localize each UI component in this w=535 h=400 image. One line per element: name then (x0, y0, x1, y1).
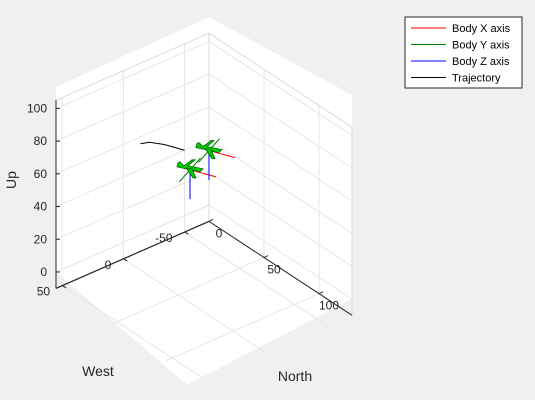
gridline-up-40 (55, 139, 210, 208)
up-tick-label: 60 (34, 167, 48, 181)
gridline-west-50 (61, 285, 206, 381)
gridline-north-50 (110, 257, 265, 325)
gridline-up-100 (208, 40, 353, 136)
body-x-axis (208, 150, 236, 159)
north-tick (318, 291, 324, 295)
gridline-north-100 (165, 293, 320, 362)
aircraft-wing (185, 167, 197, 179)
west-tick (123, 258, 128, 262)
west-tick (184, 231, 189, 235)
floor-pane (56, 205, 352, 385)
gridline-up-80 (55, 73, 210, 142)
legend-entry-label: Body Y axis (452, 40, 510, 52)
pane-edge (208, 32, 353, 128)
gridline-up-40 (208, 139, 353, 234)
legend-entry-label: Body X axis (452, 23, 511, 35)
aircraft-body (176, 159, 204, 173)
north-tick-label: 50 (267, 263, 281, 277)
north-axis-line (208, 220, 353, 316)
aircraft-2 (195, 138, 236, 181)
west-axis-line (55, 220, 210, 289)
aircraft-1 (176, 157, 217, 200)
west-axis-label: West (82, 363, 114, 379)
data-series (140, 138, 236, 200)
legend-entry-label: Trajectory (452, 73, 501, 85)
up-tick-label: 0 (40, 265, 47, 279)
legend[interactable]: Body X axis Body Y axis Body Z axis Traject… (404, 16, 523, 89)
gridline-up-60 (208, 106, 353, 202)
back-pane-left (56, 17, 209, 272)
tick-labels: 100 80 60 40 20 0 50 0 -50 0 50 100 (27, 101, 339, 312)
plot-area[interactable]: 100 80 60 40 20 0 50 0 -50 0 50 100 North West Up (3, 17, 353, 385)
north-axis-label: North (278, 368, 312, 384)
gridline-up-60 (55, 106, 210, 175)
up-axis-label: Up (3, 171, 19, 189)
legend-entry-label: Body Z axis (452, 56, 510, 68)
north-tick-label: 0 (216, 226, 223, 240)
west-tick-label: 0 (105, 258, 112, 272)
body-x-axis (189, 169, 217, 178)
up-tick-label: 40 (34, 200, 48, 214)
gridline-up-80 (208, 73, 353, 169)
gridline-up-20 (55, 171, 210, 240)
up-tick-label: 100 (27, 101, 47, 115)
gridline-west--50 (184, 231, 328, 327)
north-tick (263, 255, 269, 258)
gridline-up-100 (55, 40, 210, 109)
west-tick-label: 50 (37, 285, 51, 299)
north-tick (208, 218, 214, 222)
gridline-up-20 (208, 171, 353, 267)
gridline-west-0 (123, 258, 267, 354)
west-tick (61, 285, 67, 289)
west-tick-label: -50 (155, 231, 173, 245)
aircraft-body (195, 140, 223, 154)
legend-box (404, 16, 523, 89)
trajectory-line (140, 141, 185, 151)
axes-frame (55, 32, 353, 316)
gridline-up-0 (208, 204, 353, 300)
north-tick-label: 100 (319, 299, 339, 313)
up-tick-label: 80 (34, 134, 48, 148)
gridline-up-0 (55, 204, 210, 273)
aircraft-wing (204, 148, 216, 159)
pane-edge (55, 32, 210, 101)
up-tick-label: 20 (34, 232, 48, 246)
